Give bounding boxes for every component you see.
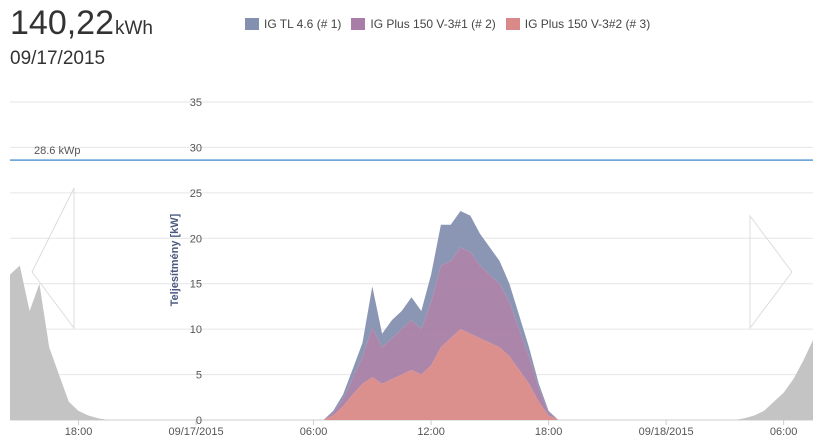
next-day-button[interactable]: [749, 214, 793, 330]
x-tick-label: 12:00: [417, 426, 445, 438]
legend-item-inverter-3[interactable]: IG Plus 150 V-3#2 (# 3): [505, 17, 651, 31]
legend-label: IG Plus 150 V-3#2 (# 3): [524, 17, 651, 31]
series-area: [323, 247, 559, 420]
y-tick-label: 10: [190, 324, 202, 336]
y-tick-label: 5: [196, 370, 202, 382]
chart-grid: [10, 101, 813, 421]
x-tick-label: 09/18/2015: [639, 426, 694, 438]
legend-label: IG TL 4.6 (# 1): [264, 17, 342, 31]
chevron-right-icon: [749, 214, 793, 330]
legend-swatch: [351, 18, 366, 30]
adjacent-day-area: [10, 265, 118, 420]
chart-areas: [10, 211, 813, 420]
energy-unit: kWh: [115, 18, 153, 39]
peak-line-group: 28.6 kWp: [10, 145, 813, 161]
y-tick-label: 35: [190, 97, 202, 109]
legend-swatch: [505, 18, 520, 30]
energy-value: 140,22: [10, 4, 114, 42]
y-tick-label: 30: [190, 142, 202, 154]
y-tick-label: 0: [196, 415, 202, 427]
x-tick-label: 06:00: [300, 426, 328, 438]
energy-total: 140,22kWh: [10, 4, 153, 48]
legend-item-inverter-1[interactable]: IG TL 4.6 (# 1): [245, 17, 341, 31]
series-area: [323, 329, 559, 420]
chevron-left-icon: [31, 187, 75, 330]
legend-swatch: [245, 18, 259, 30]
series-area: [323, 211, 559, 420]
y-tick-label: 20: [190, 233, 202, 245]
x-tick-label: 09/17/2015: [169, 426, 224, 438]
y-axis-label: Teljesítmény [kW]: [169, 213, 181, 306]
x-tick-label: 06:00: [770, 426, 798, 438]
legend-item-inverter-2[interactable]: IG Plus 150 V-3#1 (# 2): [351, 17, 496, 31]
chart-axes: 0 5 10 15 20 25 30 35 18:00 09/17/2015 06:00 12:00 1…: [65, 97, 798, 438]
peak-line-label: 28.6 kWp: [34, 145, 80, 157]
energy-summary: 140,22kWh 09/17/2015: [10, 4, 153, 69]
prev-day-button[interactable]: [31, 187, 75, 330]
adjacent-day-area: [734, 340, 813, 420]
chart-legend: IG TL 4.6 (# 1) IG Plus 150 V-3#1 (# 2) …: [245, 17, 650, 31]
x-tick-label: 18:00: [65, 426, 93, 438]
y-tick-label: 15: [190, 279, 202, 291]
legend-label: IG Plus 150 V-3#1 (# 2): [370, 17, 496, 31]
y-tick-label: 25: [190, 188, 202, 200]
selected-date: 09/17/2015: [10, 48, 106, 69]
x-tick-label: 18:00: [535, 426, 563, 438]
